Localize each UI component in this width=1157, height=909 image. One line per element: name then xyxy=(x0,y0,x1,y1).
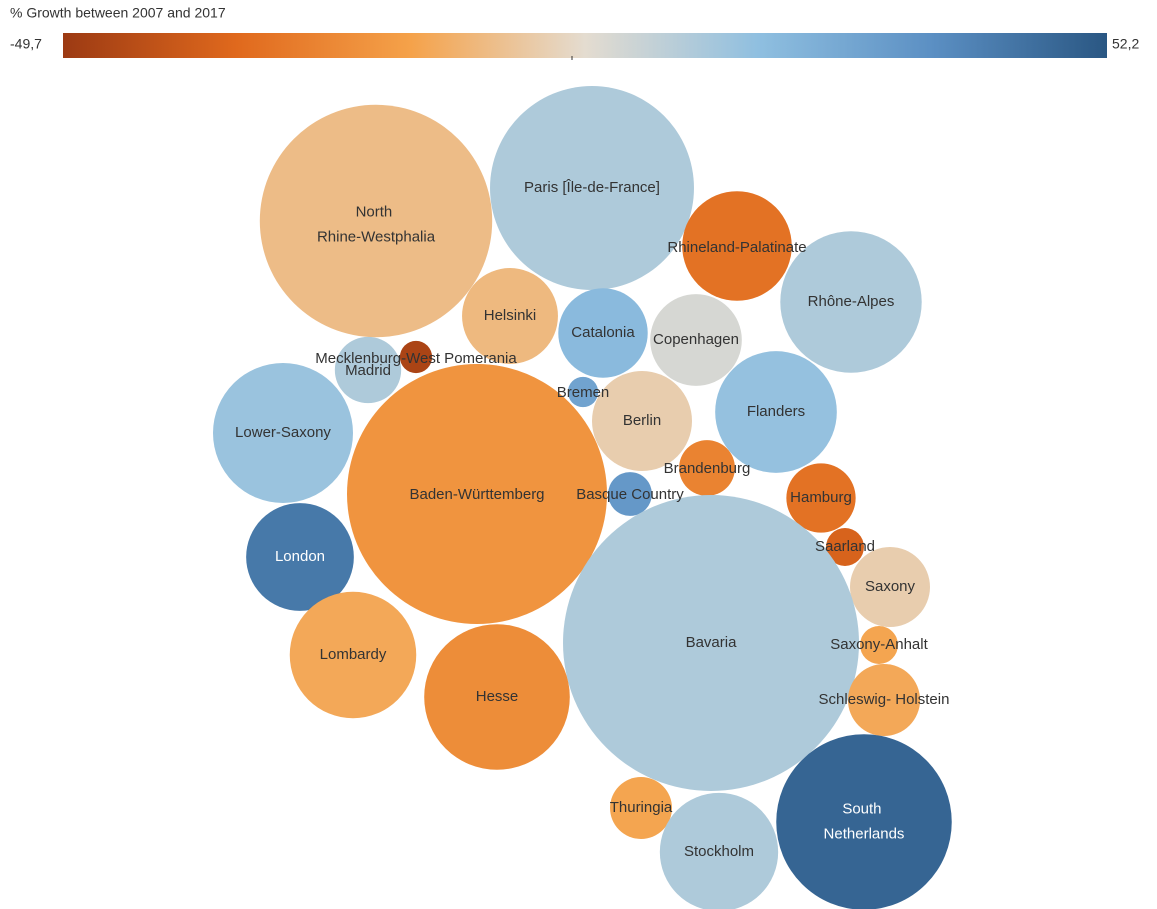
bubble-label: Hamburg xyxy=(790,489,852,506)
bubble-label: Catalonia xyxy=(571,324,635,341)
bubble-label: Thuringia xyxy=(610,799,673,816)
bubble-label: Paris [Île-de-France] xyxy=(524,179,660,196)
bubble xyxy=(334,336,402,404)
bubble-label: Baden-Württemberg xyxy=(409,486,544,503)
bubble-label: Brandenburg xyxy=(664,460,751,477)
bubble-label: Saxony-Anhalt xyxy=(830,636,928,653)
legend-min-label: -49,7 xyxy=(10,36,42,52)
bubble-label: Saxony xyxy=(865,578,916,595)
bubble xyxy=(776,734,952,909)
bubble xyxy=(592,371,692,471)
color-legend xyxy=(63,33,1107,58)
bubble-label: London xyxy=(275,548,325,565)
bubble xyxy=(347,364,607,624)
bubble xyxy=(860,626,898,664)
bubble xyxy=(558,288,648,378)
bubble xyxy=(826,528,864,566)
bubble xyxy=(608,472,652,516)
bubble xyxy=(424,624,570,770)
bubble xyxy=(567,376,599,408)
bubble-label: Lombardy xyxy=(320,646,387,663)
bubble-label: Flanders xyxy=(747,403,805,420)
bubble xyxy=(780,231,922,373)
bubble xyxy=(659,792,779,909)
bubble-label: Basque Country xyxy=(576,486,684,503)
bubble-label: Bremen xyxy=(557,384,610,401)
bubble xyxy=(399,340,433,374)
bubble-label: Saarland xyxy=(815,538,875,555)
bubble-label: Rhône-Alpes xyxy=(808,293,895,310)
bubble xyxy=(462,268,558,364)
bubble xyxy=(246,503,354,611)
bubble xyxy=(259,104,493,338)
bubble xyxy=(682,191,792,301)
bubble-label: South Netherlands xyxy=(824,800,905,842)
bubble-label: Madrid xyxy=(345,362,391,379)
bubble-label: North Rhine-Westphalia xyxy=(317,203,436,245)
bubble xyxy=(850,547,930,627)
legend-title: % Growth between 2007 and 2017 xyxy=(10,5,226,21)
bubble-label: Schleswig- Holstein xyxy=(819,691,950,708)
bubble xyxy=(786,463,856,533)
bubble-label: Lower-Saxony xyxy=(235,424,331,441)
bubble xyxy=(679,440,735,496)
bubble-label: Stockholm xyxy=(684,843,754,860)
bubble xyxy=(213,363,353,503)
bubble-label: Copenhagen xyxy=(653,331,739,348)
bubble-label: Rhineland-Palatinate xyxy=(667,239,806,256)
bubble-label: Berlin xyxy=(623,412,661,429)
bubble xyxy=(490,86,694,290)
legend-max-label: 52,2 xyxy=(1112,36,1139,52)
bubble-label: Bavaria xyxy=(686,634,738,651)
bubble-label: Hesse xyxy=(476,688,519,705)
bubble xyxy=(650,294,742,386)
bubble xyxy=(610,777,672,839)
bubble xyxy=(563,495,859,791)
bubble xyxy=(289,591,417,719)
bubble-label: Mecklenburg-West Pomerania xyxy=(315,350,517,367)
bubble-label: Helsinki xyxy=(484,307,537,324)
bubble xyxy=(715,351,837,473)
bubble xyxy=(847,663,921,737)
